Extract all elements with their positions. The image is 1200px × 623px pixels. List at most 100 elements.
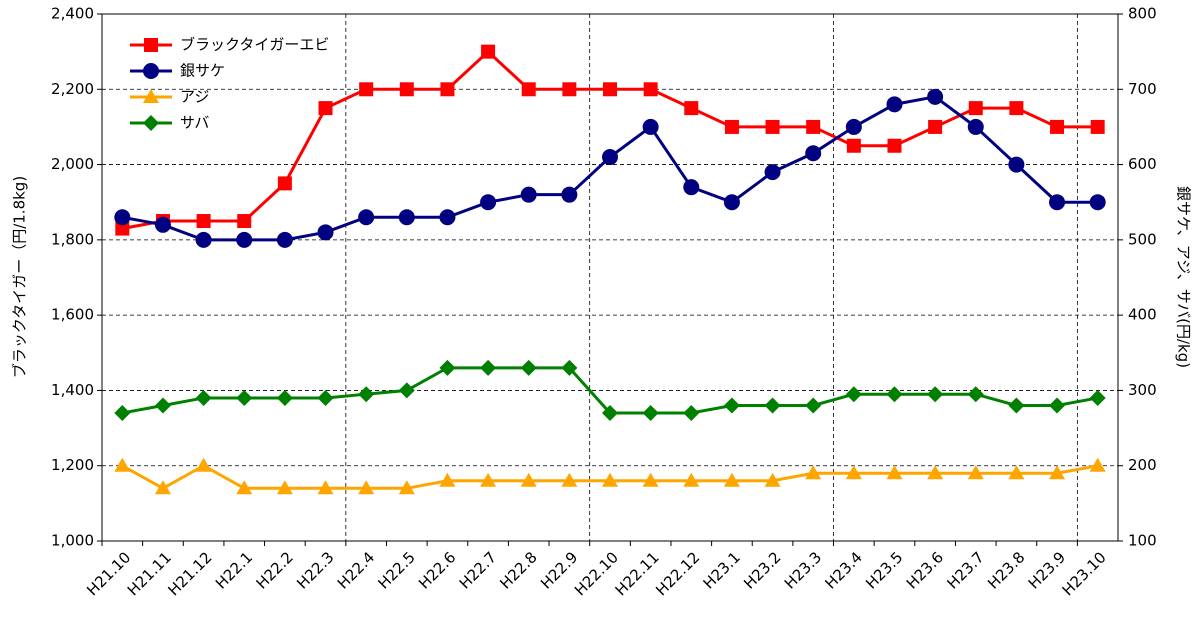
marker — [886, 465, 903, 480]
marker — [114, 209, 131, 226]
y2-tick-label: 200 — [1128, 456, 1157, 474]
marker — [480, 472, 497, 487]
marker — [683, 405, 700, 422]
marker — [846, 138, 861, 153]
marker — [276, 389, 293, 406]
plot-area — [101, 13, 1119, 542]
marker — [643, 82, 658, 97]
marker — [195, 231, 212, 248]
marker — [723, 397, 740, 414]
x-tick-label: H23.8 — [984, 548, 1028, 592]
marker — [928, 119, 943, 134]
marker — [114, 405, 131, 422]
marker — [561, 472, 578, 487]
x-tick-label: H21.11 — [124, 548, 175, 599]
marker — [723, 194, 740, 211]
y-tick-label: 1,800 — [51, 230, 94, 248]
marker — [114, 457, 131, 472]
x-tick-label: H22.4 — [334, 548, 378, 592]
marker — [143, 63, 159, 79]
marker — [236, 231, 253, 248]
marker — [1009, 101, 1024, 116]
marker — [439, 359, 456, 376]
marker — [724, 119, 739, 134]
marker — [642, 472, 659, 487]
y2-tick-label: 800 — [1128, 5, 1157, 23]
marker — [398, 480, 415, 495]
marker — [684, 101, 699, 116]
legend-label: アジ — [180, 88, 209, 106]
marker — [196, 214, 211, 229]
marker — [520, 472, 537, 487]
x-tick-label: H21.10 — [83, 548, 134, 599]
marker — [561, 186, 578, 203]
marker — [1049, 194, 1066, 211]
y-tick-label: 2,400 — [51, 5, 94, 23]
marker — [439, 209, 456, 226]
marker — [1008, 397, 1025, 414]
marker — [886, 96, 903, 113]
marker — [358, 209, 375, 226]
y2-tick-label: 100 — [1128, 532, 1157, 550]
marker — [927, 88, 944, 105]
legend-label: サバ — [180, 114, 209, 132]
marker — [927, 386, 944, 403]
y-tick-label: 2,200 — [51, 80, 94, 98]
x-tick-label: H22.7 — [456, 548, 500, 592]
marker — [520, 186, 537, 203]
marker — [144, 38, 158, 52]
marker — [602, 472, 618, 487]
x-tick-label: H23.10 — [1059, 548, 1110, 599]
marker — [764, 397, 781, 414]
x-tick-label: H22.1 — [212, 548, 256, 592]
y2-axis-label: 銀サケ、アジ、サバ(円/kg) — [1175, 186, 1193, 368]
marker — [1089, 389, 1106, 406]
marker — [521, 82, 536, 97]
marker — [967, 118, 984, 135]
y2-tick-label: 500 — [1128, 230, 1157, 248]
y2-tick-label: 400 — [1128, 306, 1157, 324]
marker — [154, 397, 171, 414]
marker — [805, 397, 822, 414]
x-tick-label: H22.5 — [374, 548, 418, 592]
x-tick-label: H23.5 — [862, 548, 906, 592]
marker — [481, 44, 496, 59]
marker — [143, 115, 159, 131]
marker — [805, 145, 822, 162]
marker — [277, 176, 292, 191]
y-tick-label: 1,600 — [51, 306, 94, 324]
marker — [845, 118, 862, 135]
x-tick-label: H22.10 — [571, 548, 622, 599]
marker — [1089, 194, 1106, 211]
x-tick-label: H23.6 — [903, 548, 947, 592]
marker — [358, 386, 375, 403]
y-axis-label: ブラックタイガー（円/1.8kg) — [11, 176, 29, 378]
y-tick-label: 1,400 — [51, 381, 94, 399]
marker — [683, 179, 700, 196]
marker — [927, 465, 944, 480]
marker — [399, 82, 414, 97]
marker — [520, 359, 537, 376]
marker — [154, 216, 171, 233]
y-tick-label: 1,000 — [51, 532, 94, 550]
marker — [359, 82, 374, 97]
marker — [887, 138, 902, 153]
marker — [440, 82, 455, 97]
marker — [764, 472, 781, 487]
marker — [480, 194, 497, 211]
marker — [439, 472, 456, 487]
marker — [683, 472, 700, 487]
marker — [480, 359, 497, 376]
marker — [237, 214, 252, 229]
x-tick-label: H23.7 — [943, 548, 987, 592]
marker — [968, 101, 983, 116]
marker — [236, 389, 253, 406]
y2-tick-label: 300 — [1128, 381, 1157, 399]
marker — [562, 82, 577, 97]
marker — [603, 82, 617, 97]
marker — [1050, 119, 1065, 134]
marker — [317, 389, 334, 406]
marker — [886, 386, 903, 403]
marker — [195, 389, 212, 406]
